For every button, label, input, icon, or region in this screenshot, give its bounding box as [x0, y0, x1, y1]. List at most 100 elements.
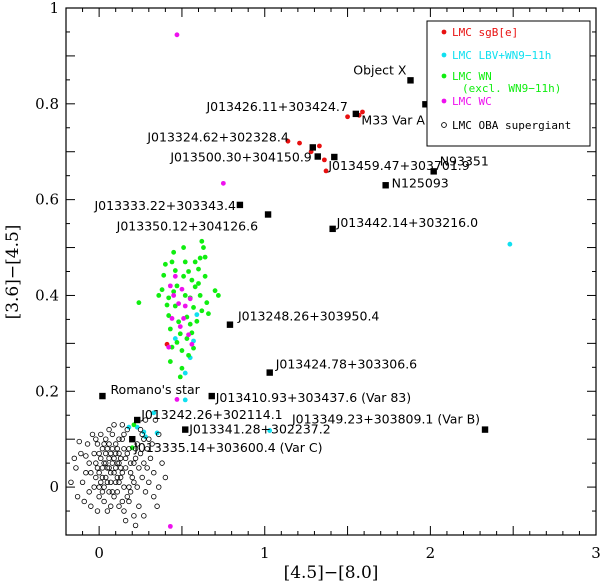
- data-point: [194, 312, 200, 318]
- data-point: [181, 316, 186, 321]
- data-point: [154, 503, 160, 509]
- data-point: [162, 261, 168, 267]
- data-point: [104, 479, 111, 485]
- data-point: [76, 438, 82, 445]
- x-axis-label: [4.5]−[8.0]: [284, 563, 379, 583]
- data-point: [86, 460, 92, 466]
- data-point: [164, 302, 170, 308]
- data-point: [93, 436, 99, 442]
- data-point: [174, 397, 180, 402]
- data-point: [174, 340, 180, 345]
- data-point: [186, 332, 191, 338]
- object-marker: [182, 426, 189, 433]
- data-point: [132, 446, 139, 452]
- data-point: [79, 479, 86, 485]
- data-point: [101, 460, 107, 466]
- data-point: [141, 513, 147, 519]
- data-point: [179, 286, 185, 292]
- data-point: [159, 287, 165, 293]
- data-point: [171, 289, 177, 295]
- object-marker: [309, 144, 316, 151]
- data-point: [106, 441, 112, 447]
- data-point: [167, 359, 173, 364]
- object-marker: [129, 435, 136, 443]
- data-point: [181, 245, 186, 250]
- data-point: [104, 508, 111, 514]
- data-point: [323, 168, 329, 174]
- data-point: [172, 303, 178, 309]
- data-point: [116, 503, 122, 509]
- data-point: [144, 465, 150, 471]
- data-point: [187, 321, 193, 327]
- data-point: [297, 140, 302, 146]
- object-marker: [382, 182, 389, 189]
- y-tick-label: 0: [49, 478, 59, 496]
- data-point: [176, 301, 182, 306]
- object-marker: [331, 153, 338, 161]
- data-point: [127, 470, 134, 476]
- object-label: J013500.30+304150.9: [169, 150, 311, 165]
- object-label: Romano's star: [110, 382, 200, 397]
- data-point: [111, 455, 117, 462]
- object-marker: [226, 321, 234, 328]
- object-label: J013442.14+303216.0: [336, 215, 478, 230]
- x-tick-label: 3: [591, 544, 600, 562]
- y-tick-label: 0.8: [35, 95, 59, 113]
- data-point: [137, 450, 144, 457]
- data-point: [156, 431, 162, 438]
- data-point: [142, 489, 149, 495]
- data-point: [191, 305, 196, 310]
- series-lmc-oba-supergiant: [68, 417, 169, 529]
- axis-tick-labels: 0 1 2 3 0 0.2 0.4 0.6 0.8 1: [35, 0, 600, 562]
- legend-label: LMC WC: [452, 95, 492, 108]
- data-points: [68, 32, 513, 529]
- data-point: [99, 474, 106, 481]
- data-point: [96, 493, 102, 500]
- y-tick-label: 1: [49, 0, 59, 17]
- data-point: [199, 238, 205, 244]
- data-point: [171, 249, 177, 255]
- data-point: [68, 479, 74, 485]
- data-point: [174, 283, 180, 289]
- object-label: J013350.12+304126.6: [116, 218, 258, 233]
- data-point: [189, 341, 195, 347]
- data-point: [152, 417, 159, 423]
- object-label: J013426.11+303424.7: [205, 99, 347, 114]
- object-marker: [481, 426, 489, 433]
- data-point: [112, 441, 119, 447]
- data-point: [99, 446, 106, 452]
- data-point: [169, 259, 175, 265]
- data-point: [88, 503, 94, 509]
- data-point: [91, 450, 97, 457]
- data-point: [88, 470, 94, 476]
- legend-marker: [441, 29, 447, 35]
- data-point: [126, 498, 132, 505]
- data-point: [93, 474, 99, 481]
- data-point: [182, 397, 188, 403]
- y-tick-label: 0.2: [35, 382, 59, 400]
- data-point: [182, 293, 188, 298]
- data-point: [109, 460, 116, 466]
- data-point: [161, 272, 167, 278]
- data-point: [108, 470, 114, 476]
- data-point: [83, 453, 89, 459]
- object-label: J013410.93+303437.6 (Var 83): [215, 390, 411, 405]
- data-point: [83, 470, 89, 476]
- legend-marker: [441, 98, 447, 104]
- data-point: [103, 450, 109, 457]
- data-point: [108, 450, 114, 457]
- data-point: [109, 431, 116, 438]
- legend-marker: [441, 52, 447, 58]
- data-point: [126, 424, 132, 430]
- data-point: [101, 498, 107, 505]
- object-label: M33 Var A: [361, 112, 425, 127]
- data-point: [111, 493, 117, 500]
- object-label: J013335.14+303600.4 (Var C): [133, 440, 322, 455]
- data-point: [117, 455, 124, 462]
- data-point: [108, 479, 114, 485]
- data-point: [108, 503, 114, 509]
- data-point: [202, 254, 208, 260]
- data-point: [146, 436, 152, 442]
- data-point: [184, 336, 190, 341]
- data-point: [182, 370, 188, 376]
